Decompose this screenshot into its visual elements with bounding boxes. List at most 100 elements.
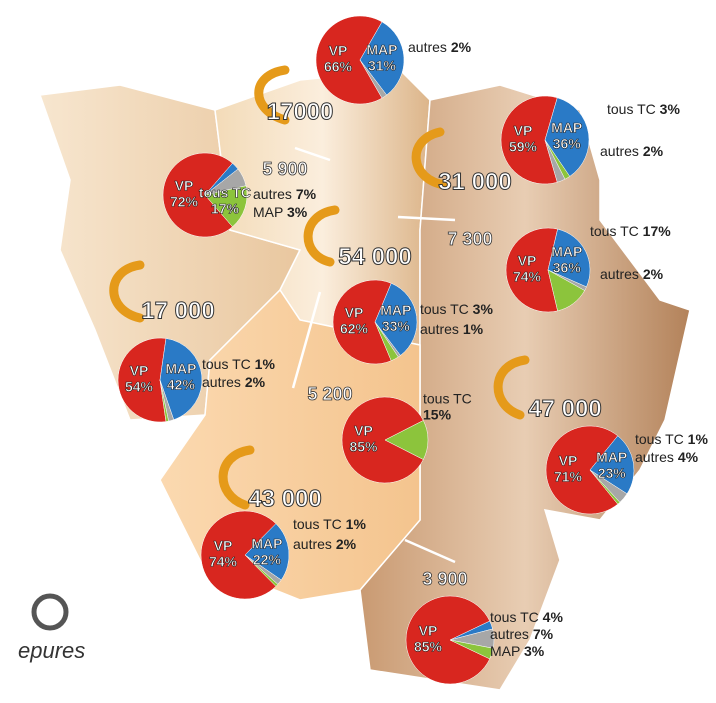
slice-label: VP [130,363,149,379]
pie [500,95,590,185]
slice-value: 85% [349,439,378,455]
slice-value: 42% [167,377,196,393]
pie-slice [405,595,491,685]
slice-text: MAP 3% [253,204,308,220]
slice-text: autres 2% [600,266,664,282]
pie [341,396,429,484]
slice-text: autres 2% [600,143,664,159]
pie-slice [117,337,167,423]
slice-value: 66% [324,59,353,75]
slice-label: tous TC [635,431,684,447]
slice-label: VP [518,253,537,269]
slice-value: 4% [678,449,699,465]
slice-label: autres [253,186,292,202]
slice-text: tous TC 1% [635,431,708,447]
pie [505,227,591,313]
pie-slice [159,379,169,422]
pie-slice [159,338,203,421]
slice-value: 23% [598,465,627,481]
pie [405,595,495,685]
slice-value: 15% [423,407,452,423]
slice-value: 36% [553,135,582,151]
pie-slice [544,97,590,177]
slice-text: tous TC 3% [607,101,680,117]
slice-value: 62% [340,321,369,337]
slice-label: MAP [551,243,582,259]
pie-slice [589,435,635,495]
flow-value: 47 000 [528,395,601,422]
slice-value: 7% [533,626,554,642]
slice-text: tous TC 4% [490,609,563,625]
pie-slice [449,639,494,660]
slice-label: MAP [380,302,411,318]
pie [545,425,635,515]
pie-slice [374,282,418,356]
flow-value: 17 000 [141,297,214,324]
logo-mark [31,593,69,631]
pie [315,15,405,105]
slice-value: 72% [170,194,199,210]
flow-value: 31 000 [438,168,511,195]
slice-label: autres [408,39,447,55]
pie [117,337,203,423]
slice-value: 2% [245,374,266,390]
pie-slice [547,228,591,288]
slice-text: autres 4% [635,449,699,465]
regions [38,69,691,691]
slice-text: autres 2% [202,374,266,390]
pie-slice [544,139,566,183]
slice-value: 54% [125,379,154,395]
slice-value: 1% [688,431,709,447]
slice-label: autres [490,626,529,642]
flow-value: 5 200 [307,384,352,404]
slice-value: 71% [554,469,583,485]
slice-label: autres [600,266,639,282]
pie-slice [204,185,248,228]
flow-value: 7 300 [447,229,492,249]
slice-value: 33% [382,318,411,334]
slice-label: tous TC [199,184,251,200]
slice-text: tous TC 1% [293,516,366,532]
slice-label: VP [175,178,194,194]
flow-value: 5 900 [262,159,307,179]
pie-slice [359,59,387,99]
slice-value: 2% [336,536,357,552]
flow-value: 54 000 [338,243,411,270]
pie-slice [589,469,621,505]
slice-text: autres 7% [490,626,554,642]
pie [332,279,418,365]
slice-label: VP [214,538,233,554]
slice-value: 59% [509,139,538,155]
pie-slice [315,15,383,105]
flow-value: 3 900 [422,569,467,589]
slice-label: MAP [165,361,196,377]
pie-slice [200,510,277,600]
pie-slice [374,321,399,362]
slice-value: 3% [660,101,681,117]
pie [200,510,290,600]
pie-slice [505,227,558,313]
slice-value: 7% [296,186,317,202]
slice-label: autres [635,449,674,465]
pie-slice [244,554,279,587]
slice-label: MAP [253,204,283,220]
slice-label: MAP [596,449,627,465]
slice-label: MAP [366,41,397,57]
slice-label: tous TC [420,301,469,317]
pie-slice [244,523,290,581]
slice-label: tous TC [293,516,342,532]
slice-value: 3% [524,643,545,659]
slice-label: autres [600,143,639,159]
flow-value: 17000 [267,98,334,125]
slice-label: autres [202,374,241,390]
slice-text: autres 1% [420,321,484,337]
flow-arrows [109,65,530,510]
slice-text: tous TC 17% [590,223,671,239]
logo-text: epures [18,638,85,663]
slice-value: 74% [209,554,238,570]
slice-label: tous TC [423,391,472,407]
slice-value: 17% [211,200,240,216]
pie-slice [545,425,619,515]
slice-value: 31% [368,57,397,73]
